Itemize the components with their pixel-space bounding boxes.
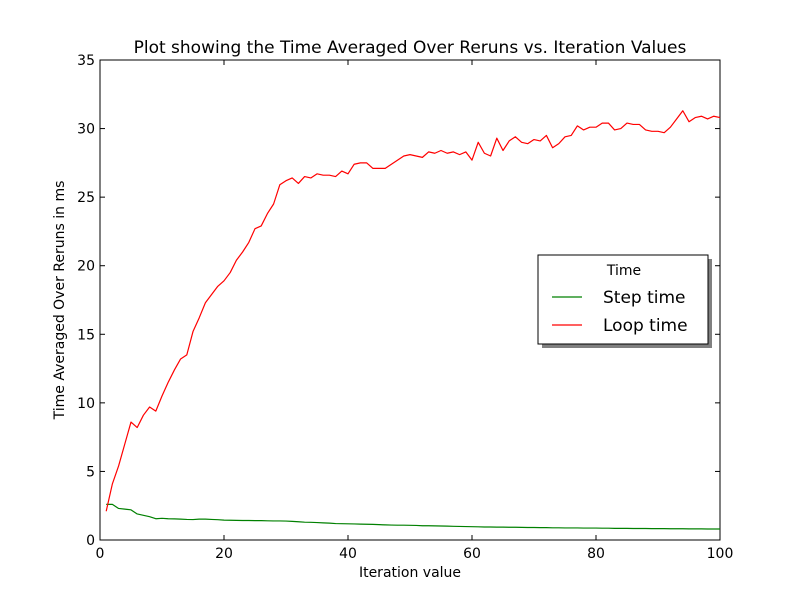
legend: Time Step time Loop time bbox=[537, 254, 712, 348]
x-tick-label: 100 bbox=[707, 546, 734, 562]
x-tick-label: 40 bbox=[339, 546, 357, 562]
chart-title: Plot showing the Time Averaged Over Reru… bbox=[134, 38, 687, 58]
x-tick-label: 0 bbox=[96, 546, 105, 562]
y-tick-label: 20 bbox=[77, 259, 95, 275]
y-tick-label: 30 bbox=[77, 122, 95, 138]
legend-label-step-time: Step time bbox=[603, 288, 686, 308]
legend-box bbox=[537, 254, 709, 345]
y-tick-label: 0 bbox=[86, 533, 95, 549]
series-layer bbox=[105, 110, 721, 530]
y-axis-label: Time Averaged Over Reruns in ms bbox=[52, 181, 68, 421]
legend-label-loop-time: Loop time bbox=[603, 316, 688, 336]
x-tick-label: 60 bbox=[463, 546, 481, 562]
y-tick-label: 10 bbox=[77, 396, 95, 412]
series-line-step-time bbox=[106, 503, 720, 530]
series-line-loop-time bbox=[105, 110, 721, 512]
y-axis: 0 5 10 15 20 25 30 35 bbox=[77, 53, 720, 549]
y-tick-label: 15 bbox=[77, 327, 95, 343]
x-tick-label: 20 bbox=[215, 546, 233, 562]
legend-title: Time bbox=[606, 263, 641, 279]
x-axis-label: Iteration value bbox=[359, 565, 461, 581]
y-tick-label: 35 bbox=[77, 53, 95, 69]
y-tick-label: 5 bbox=[86, 464, 95, 480]
x-tick-label: 80 bbox=[587, 546, 605, 562]
y-tick-label: 25 bbox=[77, 190, 95, 206]
x-axis: 0 20 40 60 80 100 bbox=[96, 60, 734, 562]
